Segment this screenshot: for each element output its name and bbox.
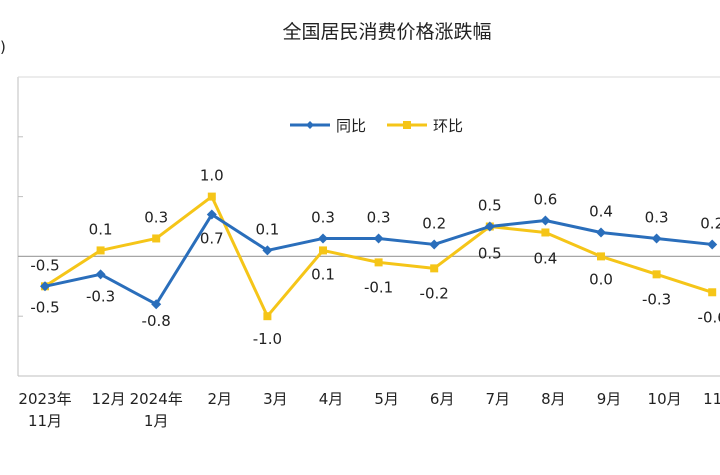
- yoy-point: [651, 233, 662, 244]
- legend-item-yoy: 同比: [290, 117, 366, 135]
- yoy-point: [151, 299, 162, 310]
- yoy-data-label: 0.6: [533, 191, 557, 209]
- x-tick-label: 2月: [208, 390, 233, 408]
- yoy-point: [318, 233, 328, 244]
- legend-marker: [306, 121, 314, 129]
- yoy-data-label: 0.5: [478, 245, 502, 263]
- yoy-point: [40, 281, 50, 292]
- mom-data-label: 0.4: [533, 249, 557, 267]
- x-tick-label: 6月: [430, 390, 455, 408]
- legend-marker: [403, 121, 411, 129]
- mom-data-label: -0.6: [698, 308, 720, 326]
- yoy-point: [596, 227, 606, 238]
- mom-data-label: 0.1: [89, 220, 113, 238]
- yoy-point: [540, 215, 551, 226]
- mom-point: [207, 192, 216, 201]
- x-tick-label: 1月: [144, 412, 169, 430]
- series-layer: [40, 192, 718, 321]
- mom-data-label: 0.1: [311, 265, 335, 283]
- x-tick-label: 12月: [92, 390, 126, 408]
- yoy-point: [484, 221, 495, 232]
- legend-item-mom: 环比: [387, 117, 463, 135]
- x-tick-label: 11月: [703, 390, 720, 408]
- legend: 同比 环比: [290, 117, 463, 135]
- yoy-data-label: 0.3: [367, 208, 391, 226]
- x-tick-label: 2024年: [130, 390, 183, 408]
- yoy-data-label: -0.3: [86, 287, 115, 305]
- x-tick-label: 5月: [374, 390, 399, 408]
- mom-point: [374, 258, 383, 267]
- x-tick-label: 3月: [263, 390, 288, 408]
- mom-data-label: 0.3: [144, 208, 168, 226]
- data-labels: -0.5 -0.3 -0.8 0.7 0.1 0.3 0.3 0.2 0.5 0.6 0.4 0.3 0…: [30, 167, 720, 349]
- mom-data-label: -0.3: [642, 290, 671, 308]
- yoy-data-label: 0.3: [311, 208, 335, 226]
- yoy-data-label: 0.4: [589, 202, 613, 220]
- mom-data-label: -0.1: [364, 278, 393, 296]
- mom-point: [263, 312, 272, 321]
- legend-label: 同比: [336, 117, 366, 135]
- x-tick-label: 7月: [486, 390, 511, 408]
- x-tick-label: 4月: [319, 390, 344, 408]
- mom-point: [319, 246, 327, 255]
- yoy-data-label: 0.2: [700, 214, 720, 232]
- yoy-data-label: -0.8: [142, 312, 171, 330]
- mom-point: [597, 252, 605, 261]
- yoy-point: [429, 239, 440, 250]
- x-tick-label: 8月: [541, 390, 566, 408]
- yoy-point: [95, 269, 106, 280]
- mom-data-label: -0.5: [30, 256, 59, 274]
- yoy-data-label: 0.3: [645, 208, 669, 226]
- mom-data-label: 1.0: [200, 167, 224, 185]
- yoy-data-label: -0.5: [30, 298, 59, 316]
- mom-point: [152, 234, 161, 243]
- yoy-data-label: 0.1: [255, 220, 279, 238]
- yoy-point: [206, 209, 217, 220]
- x-tick-label: 9月: [597, 390, 622, 408]
- x-tick-label: 2023年: [18, 390, 71, 408]
- yoy-point: [707, 239, 718, 250]
- yoy-point: [262, 245, 273, 256]
- mom-point: [652, 270, 661, 279]
- y-axis-unit-fragment: ): [0, 38, 6, 56]
- x-tick-label: 10月: [648, 390, 682, 408]
- mom-point: [541, 228, 550, 237]
- mom-data-label: -0.2: [420, 284, 449, 302]
- mom-point: [708, 288, 717, 297]
- mom-data-label: 0.0: [589, 270, 613, 288]
- chart-title: 全国居民消费价格涨跌幅: [282, 21, 491, 43]
- mom-point: [430, 264, 439, 273]
- yoy-data-label: 0.7: [200, 230, 224, 248]
- mom-data-label: 0.5: [478, 197, 502, 215]
- yoy-data-label: 0.2: [422, 214, 446, 232]
- yoy-point: [373, 233, 384, 244]
- mom-data-label: -1.0: [253, 330, 282, 348]
- mom-point: [96, 246, 105, 255]
- x-tick-label: 11月: [28, 412, 62, 430]
- legend-label: 环比: [433, 117, 463, 135]
- plot-area: [17, 76, 720, 377]
